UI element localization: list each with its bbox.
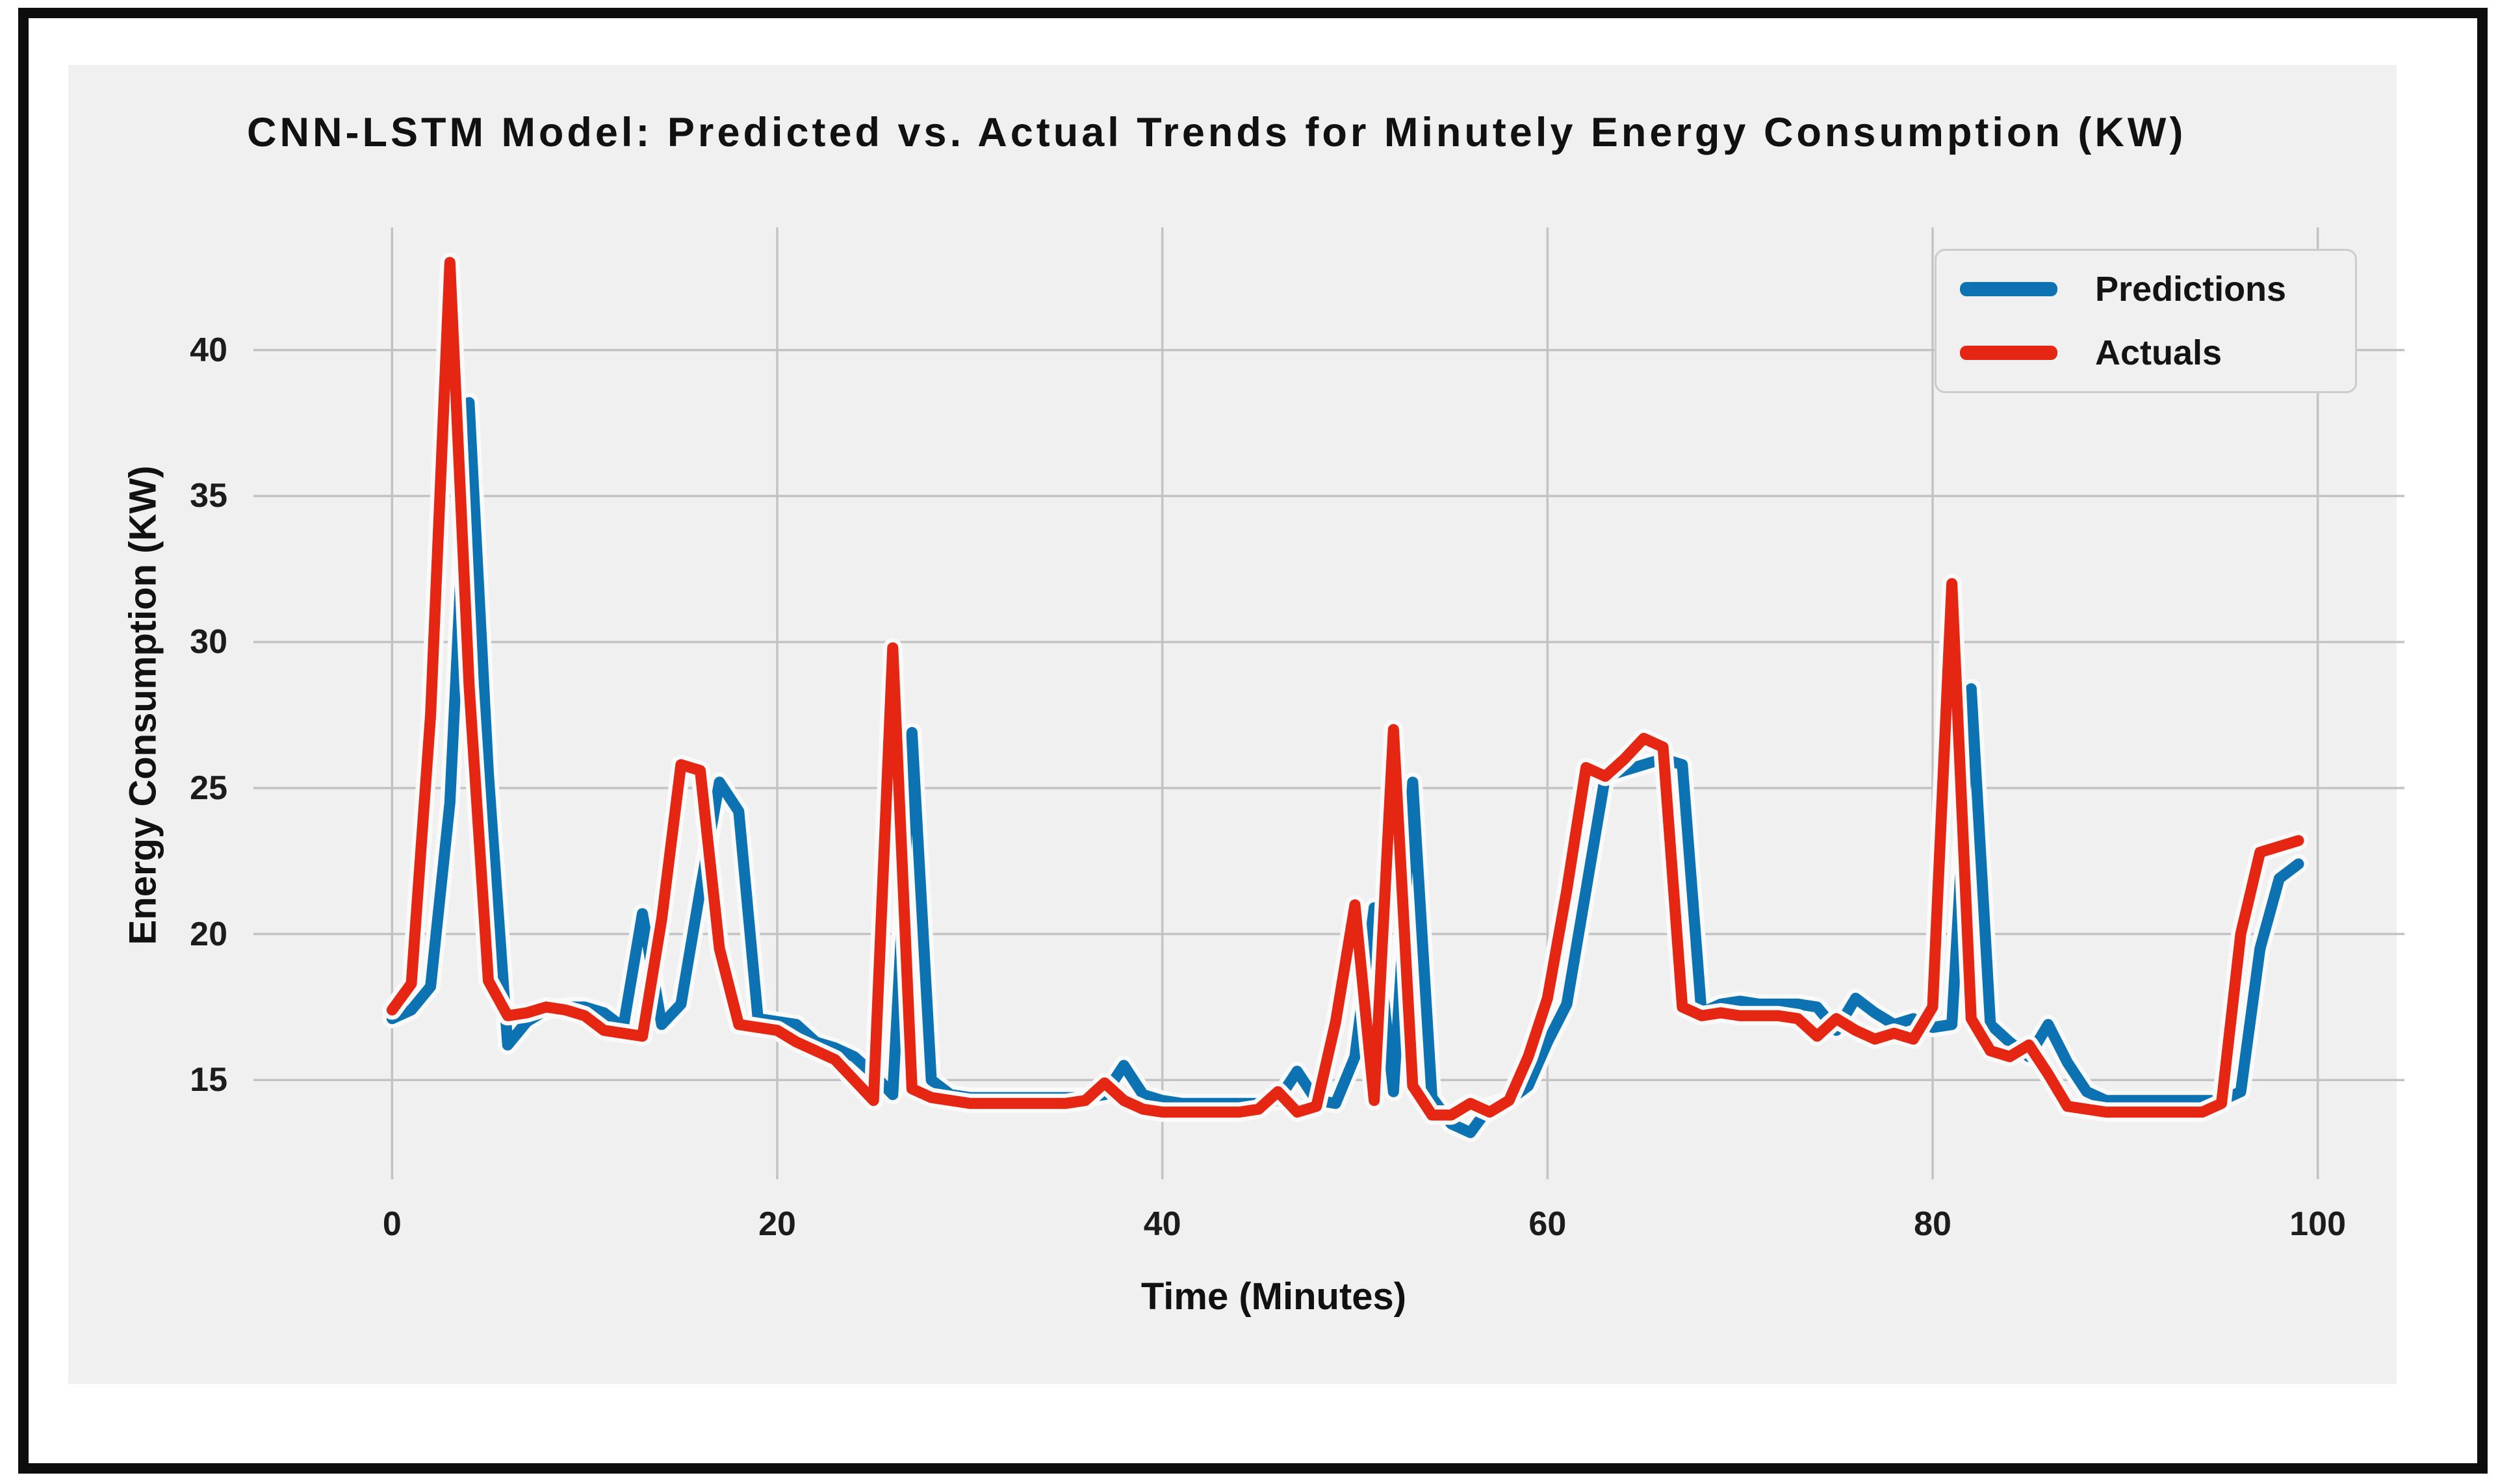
legend-item-actuals: Actuals — [1960, 333, 2355, 372]
predictions-line-swatch-icon — [1960, 282, 2057, 296]
actuals-line-swatch-icon — [1960, 346, 2057, 360]
x-tick-label: 40 — [1143, 1205, 1181, 1243]
x-tick-label: 20 — [758, 1205, 796, 1243]
y-tick-label: 35 — [190, 477, 227, 515]
legend-label-predictions: Predictions — [2095, 270, 2287, 309]
y-tick-label: 40 — [190, 331, 227, 369]
legend-item-predictions: Predictions — [1960, 270, 2355, 309]
x-tick-label: 80 — [1914, 1205, 1951, 1243]
legend-label-actuals: Actuals — [2095, 333, 2222, 372]
y-axis-label: Energy Consumption (KW) — [122, 465, 164, 945]
x-tick-label: 0 — [382, 1205, 402, 1243]
y-tick-label: 25 — [190, 769, 227, 807]
y-tick-label: 30 — [190, 623, 227, 661]
x-tick-label: 60 — [1528, 1205, 1567, 1243]
x-axis-label: Time (Minutes) — [1140, 1275, 1407, 1318]
actuals-line — [386, 257, 2304, 1121]
plot-area — [253, 227, 2404, 1179]
chart-title: CNN-LSTM Model: Predicted vs. Actual Tre… — [247, 110, 2187, 155]
x-tick-label: 100 — [2289, 1205, 2347, 1243]
y-tick-label: 20 — [190, 915, 227, 953]
y-tick-label: 15 — [190, 1061, 227, 1099]
legend: Predictions Actuals — [1935, 249, 2357, 393]
